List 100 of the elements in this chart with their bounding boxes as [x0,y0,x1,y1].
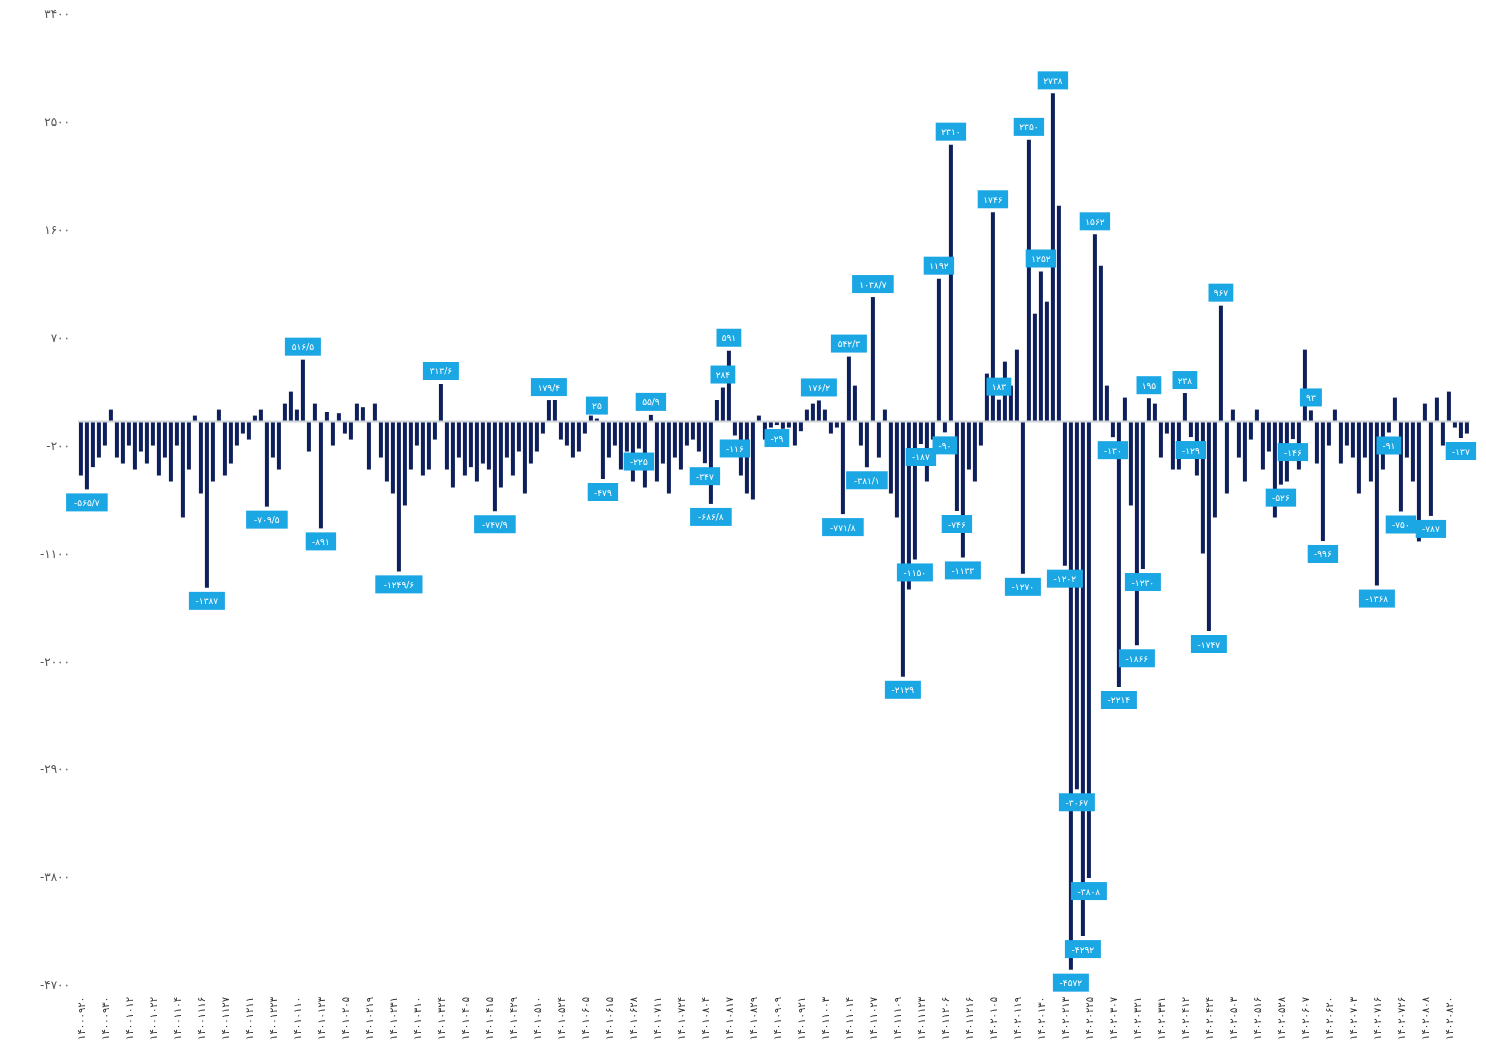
data-label: ۱۰۳۸/۷ [859,279,887,290]
x-tick-label: ۱۴۰۱۱۱۰۹ [891,997,903,1040]
data-label: ۲۸۴ [715,370,731,381]
data-label: ۵۱۶/۵ [291,342,315,353]
x-tick-label: ۱۴۰۱۰۴۲۹ [507,997,519,1040]
x-tick-label: ۱۴۰۰۰۹۳۰ [99,997,111,1040]
x-tick-label: ۱۴۰۲۰۲۲۵ [1083,997,1095,1040]
data-label: ۱۷۶/۲ [807,382,831,393]
data-label: -۳۸۱/۱ [854,475,880,486]
x-tick-label: ۱۴۰۱۰۲۳۱ [387,997,399,1040]
y-tick-label: -۲۹۰۰ [39,762,70,777]
data-label: -۸۹۱ [312,536,330,547]
x-tick-label: ۱۴۰۱۱۰۲۷ [867,996,879,1040]
data-label: -۷۴۷/۹ [482,519,508,530]
data-label: -۱۲۹ [1182,445,1200,456]
data-label: -۱۱۳۳ [951,565,975,576]
x-tick-label: ۱۴۰۲۰۱۱۹ [1011,997,1023,1040]
data-label: ۵۴۲/۳ [837,339,861,350]
data-label: -۲۲۵ [630,457,648,468]
data-label: ۲۷۳۸ [1043,75,1063,86]
x-tick-label: ۱۴۰۰۱۲۱۱ [243,997,255,1040]
data-label: ۱۸۳ [991,382,1007,393]
data-label: -۱۳۸۷ [195,596,219,607]
x-tick-label: ۱۴۰۲۰۳۰۷ [1107,996,1119,1040]
x-tick-label: ۱۴۰۲۰۸۰۸ [1419,996,1431,1040]
data-label: -۹۱ [1382,440,1396,451]
x-tick-label: ۱۴۰۱۰۸۰۴ [699,997,711,1040]
data-label: -۴۲۹۲ [1071,944,1095,955]
data-label: -۷۷۱/۸ [830,522,856,533]
y-tick-label: ۱۶۰۰ [44,223,70,238]
x-tick-label: ۱۴۰۱۰۸۲۹ [747,997,759,1040]
x-tick-label: ۱۴۰۱۰۳۲۴ [435,997,447,1040]
data-label: ۱۷۴۶ [983,194,1003,205]
x-tick-label: ۱۴۰۱۱۰۰۳ [819,996,831,1040]
y-tick-label: -۲۰۰۰ [39,654,70,669]
x-tick-label: ۱۴۰۱۰۹۰۹ [771,997,783,1040]
x-tick-label: ۱۴۰۱۱۰۱۴ [843,997,855,1040]
data-label: -۷۵۰ [1392,519,1410,530]
data-label: ۲۵ [592,401,602,412]
x-tick-label: ۱۴۰۲۰۱۰۵ [987,997,999,1040]
data-label: -۵۶۵/۷ [74,497,100,508]
x-tick-label: ۱۴۰۰۱۱۱۶ [195,997,207,1040]
data-label: -۱۲۳۰ [1131,577,1155,588]
data-label: ۵۹۱ [721,333,737,344]
x-tick-label: ۱۴۰۱۰۴۰۵ [459,997,471,1040]
data-label: -۳۰۶۷ [1065,797,1089,808]
data-label: -۱۳۰ [1104,445,1122,456]
data-label: -۳۴۷ [696,471,714,482]
data-label: -۹۹۶ [1314,549,1332,560]
data-label: -۱۸۷ [912,452,930,463]
x-tick-label: ۱۴۰۱۰۲۱۹ [363,997,375,1040]
x-tick-label: ۱۴۰۰۰۹۲۰ [75,997,87,1040]
x-tick-label: ۱۴۰۱۰۷۱۱ [651,997,663,1040]
data-label: ۲۳۱۰ [941,127,961,138]
data-label: -۴۷۹ [594,487,612,498]
x-tick-label: ۱۴۰۲۰۷۱۶ [1371,997,1383,1040]
data-label: -۱۳۷ [1452,446,1470,457]
data-label: ۳۱۳/۶ [429,366,453,377]
x-tick-label: ۱۴۰۱۰۶۰۵ [579,997,591,1040]
x-tick-label: ۱۴۰۱۰۵۲۴ [555,997,567,1040]
data-label: -۷۰۹/۵ [254,515,280,526]
x-tick-label: ۱۴۰۲۰۴۲۴ [1203,997,1215,1040]
data-label: -۱۷۴۷ [1197,639,1221,650]
x-tick-label: ۱۴۰۲۰۷۲۶ [1395,997,1407,1040]
data-label: -۱۲۴۹/۶ [383,579,415,590]
x-tick-label: ۱۴۰۱۱۲۱۶ [963,997,975,1040]
data-label: -۱۱۵۰ [903,567,927,578]
data-label: ۹۳ [1306,392,1316,403]
x-tick-label: ۱۴۰۱۰۲۰۵ [339,997,351,1040]
x-tick-label: ۱۴۰۱۰۱۲۳ [315,996,327,1040]
x-tick-label: ۱۴۰۲۰۷۰۳ [1347,996,1359,1040]
x-tick-label: ۱۴۰۱۰۵۱۰ [531,997,543,1040]
x-tick-label: ۱۴۰۲۰۳۳۱ [1155,997,1167,1040]
x-tick-label: ۱۴۰۱۰۷۲۴ [675,997,687,1040]
y-tick-label: -۱۱۰۰ [39,546,70,561]
data-label: -۲۱۲۹ [891,685,915,696]
x-tick-label: ۱۴۰۰۱۰۲۲ [147,997,159,1040]
data-label: ۱۱۹۲ [929,261,949,272]
x-tick-label: ۱۴۰۱۰۴۱۵ [483,997,495,1040]
x-tick-label: ۱۴۰۰۱۰۱۲ [123,997,135,1040]
data-label: -۱۴۶ [1284,447,1302,458]
y-tick-label: -۲۰۰ [46,438,70,453]
x-tick-label: ۱۴۰۱۱۱۲۳ [915,996,927,1040]
data-label: -۷۴۶ [948,519,966,530]
x-tick-label: ۱۴۰۲۰۵۲۸ [1275,996,1287,1040]
data-label: -۹۰ [938,440,952,451]
x-tick-label: ۱۴۰۲۰۵۱۶ [1251,997,1263,1040]
data-label: ۹۶۷ [1213,288,1229,299]
x-tick-label: ۱۴۰۱۰۸۱۷ [723,996,735,1040]
data-label: ۱۲۵۲ [1031,253,1051,264]
y-tick-label: -۳۸۰۰ [39,870,70,885]
x-tick-label: ۱۴۰۱۰۱۱۰ [291,997,303,1040]
y-tick-label: ۷۰۰ [50,330,70,345]
x-tick-label: ۱۴۰۰۱۱۰۴ [171,997,183,1040]
data-label: -۱۱۶ [726,443,744,454]
y-tick-label: ۳۴۰۰ [44,7,70,22]
data-label: -۶۸۶/۸ [698,512,724,523]
x-tick-label: ۱۴۰۱۰۶۱۵ [603,997,615,1040]
x-tick-label: ۱۴۰۲۰۸۲۰ [1443,997,1455,1040]
x-tick-label: ۱۴۰۱۱۲۰۶ [939,997,951,1040]
